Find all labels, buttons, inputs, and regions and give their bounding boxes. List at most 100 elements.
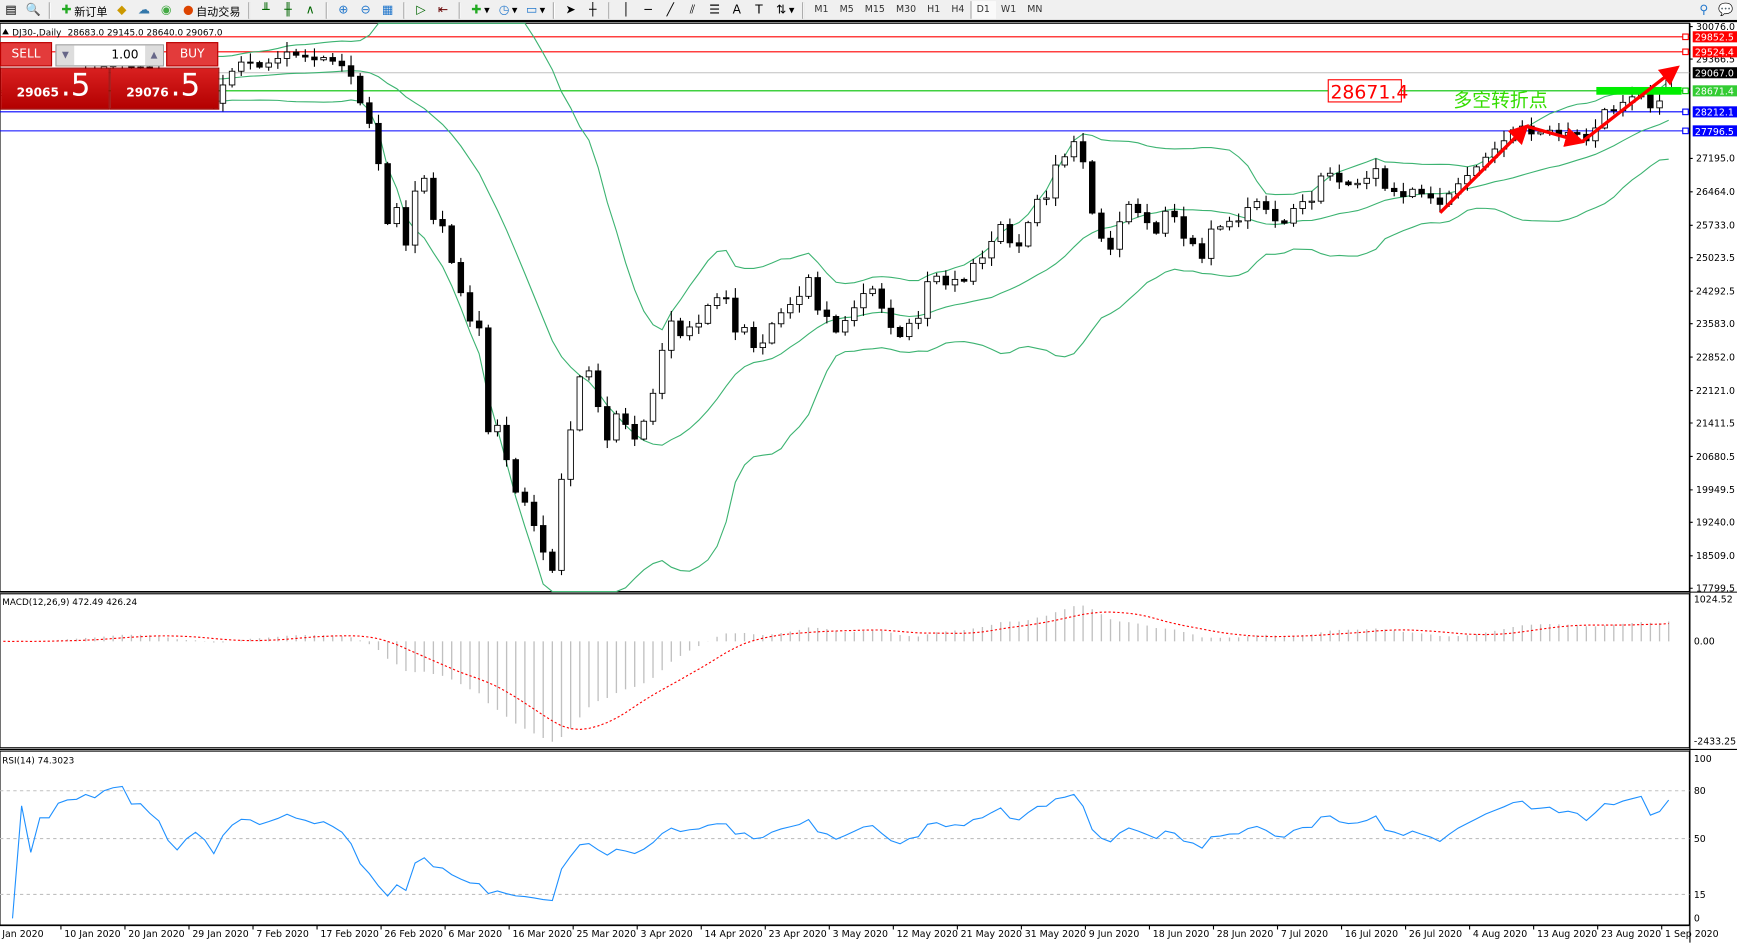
collapse-arrow-icon — [2, 28, 9, 35]
bull-candle-body — [411, 190, 419, 246]
zoom-out-button[interactable]: ⊖ — [354, 1, 376, 19]
candle — [302, 49, 309, 62]
candle — [1143, 203, 1151, 230]
text-label-tool[interactable]: T — [748, 1, 770, 19]
bull-candle-body — [851, 307, 858, 322]
candle — [503, 416, 510, 467]
tile-windows-button[interactable]: ▦ — [377, 1, 399, 19]
new-order-button[interactable]: ✚ 新订单 — [55, 1, 110, 19]
timeframe-h1[interactable]: H1 — [927, 4, 941, 16]
candle — [530, 494, 538, 532]
terminal-button[interactable]: ☁ — [133, 1, 155, 19]
red-trend-arrow — [1526, 124, 1586, 147]
vertical-line-tool[interactable]: │ — [615, 1, 637, 19]
candle — [704, 303, 712, 325]
bear-candle-body — [329, 57, 336, 62]
date-label: 25 Mar 2020 — [576, 929, 636, 940]
bull-candle-body — [860, 293, 867, 309]
crosshair-tool[interactable]: ┼ — [582, 1, 604, 19]
arrows-dropdown[interactable]: ⇅ ▾ — [770, 1, 798, 19]
toolbar: ▤ 🔍 ✚ 新订单 ◆ ☁ ◉ ● 自动交易 ╨ ╫ ∧ ⊕ ⊖ ▦ ▷ ⇤ ✚ ▾ … — [0, 0, 1737, 23]
macd-label: MACD(12,26,9) 472.49 426.24 — [2, 598, 137, 608]
periods-dropdown[interactable]: ◷ ▾ — [493, 1, 521, 19]
volume-input[interactable]: ▼ 1.00 ▲ — [55, 44, 164, 67]
text-tool[interactable]: A — [726, 1, 748, 19]
search-button[interactable]: ⚲ — [1693, 1, 1715, 19]
indicators-dropdown[interactable]: ✚ ▾ — [465, 1, 493, 19]
fibonacci-tool[interactable]: ☰ — [704, 1, 726, 19]
bull-candle-body — [1217, 226, 1224, 230]
bull-candle-body — [741, 326, 748, 333]
red-trend-arrow — [1438, 123, 1529, 214]
bull-candle-body — [1235, 220, 1242, 223]
arrows-icon: ⇅ — [775, 2, 787, 17]
candle — [1217, 224, 1224, 231]
bull-candle-body — [228, 70, 236, 86]
date-label: 26 Jul 2020 — [1409, 929, 1462, 940]
buy-button[interactable]: BUY — [166, 42, 219, 67]
bear-candle-body — [1573, 132, 1581, 135]
candle — [228, 68, 236, 88]
bear-candle-body — [1143, 212, 1151, 224]
sell-price-button[interactable]: 29065.5 — [0, 66, 110, 110]
candle — [1262, 195, 1270, 215]
timeframe-d1[interactable]: D1 — [969, 1, 996, 19]
auto-scroll-button[interactable]: ▷ — [410, 1, 432, 19]
price-label-box — [1692, 31, 1737, 43]
chat-button[interactable]: 💬 — [1715, 1, 1737, 19]
candle — [320, 55, 327, 62]
terminal-icon: ☁ — [137, 2, 151, 17]
bull-candle-body — [796, 295, 803, 306]
bear-candle-body — [512, 459, 519, 493]
market-watch-button[interactable]: ▤ — [0, 1, 22, 19]
cursor-tool[interactable]: ➤ — [560, 1, 582, 19]
data-window-button[interactable]: 🔍 — [22, 1, 44, 19]
bar-chart-button[interactable]: ╨ — [255, 1, 277, 19]
candle — [576, 375, 584, 432]
candle — [585, 366, 593, 381]
horizontal-line-tool[interactable]: ─ — [637, 1, 659, 19]
candle — [1299, 194, 1306, 215]
signals-button[interactable]: ◉ — [155, 1, 177, 19]
bull-candle-body — [393, 207, 401, 225]
candle — [521, 487, 529, 506]
line-chart-button[interactable]: ∧ — [299, 1, 321, 19]
bull-candle-body — [238, 61, 245, 72]
timeframe-m5[interactable]: M5 — [839, 4, 854, 16]
candlestick-button[interactable]: ╫ — [277, 1, 299, 19]
candle — [475, 310, 483, 336]
candle — [732, 288, 739, 341]
candle — [1034, 194, 1041, 227]
candle — [979, 250, 986, 270]
timeframe-h4[interactable]: H4 — [951, 4, 965, 16]
bear-candle-body — [384, 163, 391, 225]
bull-candle-body — [1326, 172, 1334, 177]
fibonacci-icon: ☰ — [709, 2, 721, 17]
bull-candle-body — [924, 281, 931, 319]
channel-tool[interactable]: ⫽ — [681, 1, 703, 19]
timeframe-mn[interactable]: MN — [1027, 4, 1043, 16]
trendline-tool[interactable]: ╱ — [659, 1, 681, 19]
candle — [256, 60, 263, 69]
volume-increase-button[interactable]: ▲ — [145, 45, 163, 66]
metaeditor-button[interactable]: ◆ — [111, 1, 133, 19]
bull-candle-body — [759, 342, 767, 349]
date-label: 20 Jan 2020 — [128, 929, 184, 940]
timeframe-w1[interactable]: W1 — [1000, 4, 1017, 16]
zoom-in-button[interactable]: ⊕ — [332, 1, 354, 19]
buy-price-button[interactable]: 29076.5 — [109, 66, 220, 110]
rsi-tick-label: 15 — [1694, 890, 1706, 901]
candle — [970, 258, 977, 285]
volume-decrease-button[interactable]: ▼ — [56, 45, 75, 66]
bear-candle-body — [402, 207, 410, 246]
bull-candle-body — [841, 320, 849, 333]
chart-shift-button[interactable]: ⇤ — [432, 1, 454, 19]
auto-trading-button[interactable]: ● 自动交易 — [177, 1, 243, 19]
chart-area[interactable]: 30076.0 29366.5 27195.0 26464.0 25733.0 25023… — [0, 22, 1737, 943]
templates-dropdown[interactable]: ▭ ▾ — [526, 2, 546, 17]
timeframe-m15[interactable]: M15 — [864, 4, 885, 16]
bear-candle-body — [887, 307, 895, 328]
timeframe-m30[interactable]: M30 — [895, 4, 917, 16]
sell-button[interactable]: SELL — [0, 42, 53, 67]
timeframe-m1[interactable]: M1 — [814, 4, 829, 16]
